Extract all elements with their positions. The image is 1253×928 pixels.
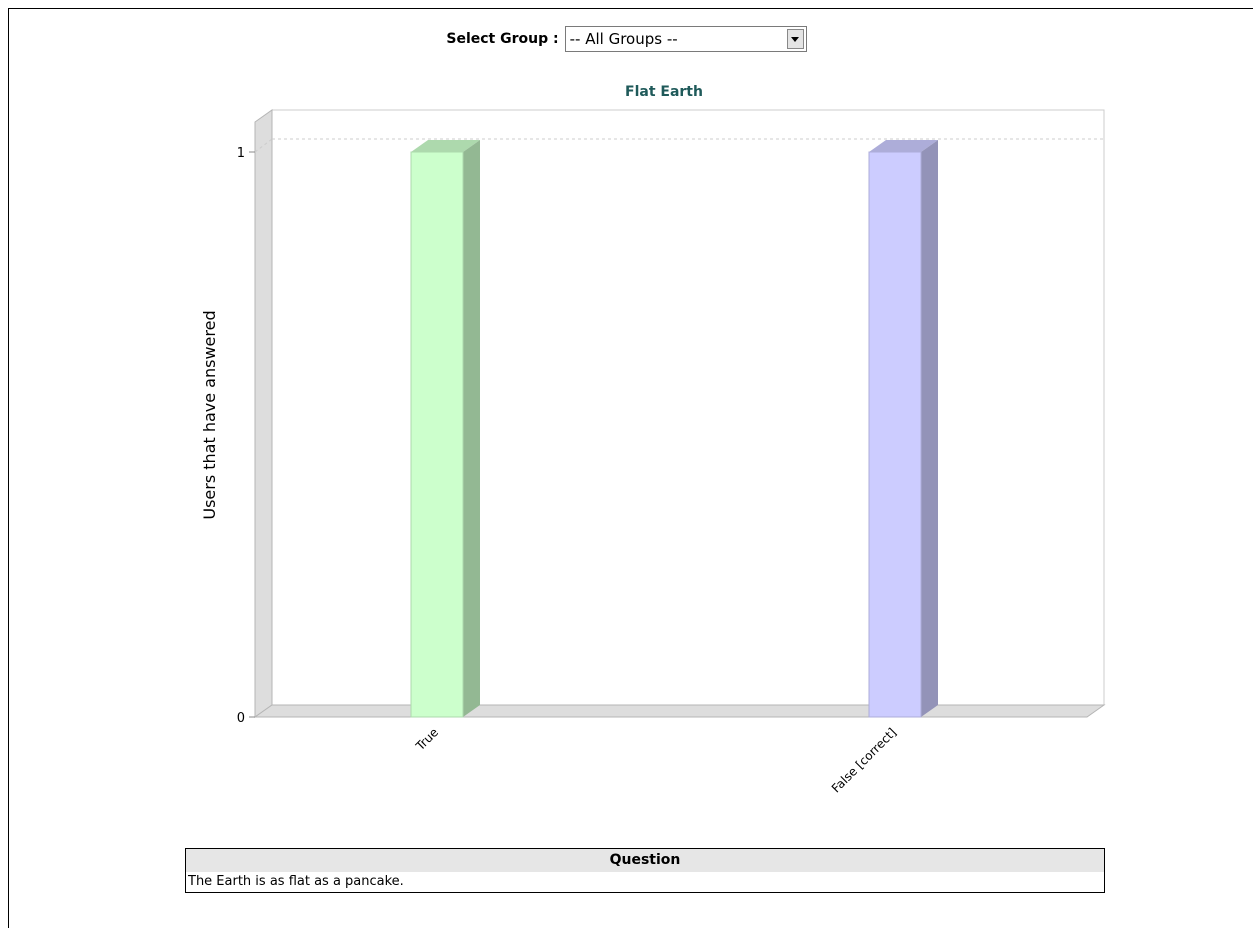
bar-0 xyxy=(410,151,464,718)
floor xyxy=(253,704,1106,718)
bar-chart: 0 1 Users that have answered Flat Earth True… xyxy=(200,84,1106,795)
bar-top xyxy=(869,140,938,152)
x-tick-label: False [correct] xyxy=(829,725,899,795)
left-wall xyxy=(254,109,273,718)
bar-side xyxy=(921,140,938,717)
group-select[interactable]: -- All Groups -- xyxy=(564,26,807,52)
y-tick-label: 0 xyxy=(237,711,245,726)
x-tick-label: True xyxy=(412,725,441,754)
y-tick-label: 1 xyxy=(237,146,245,161)
dropdown-button[interactable] xyxy=(786,29,804,49)
question-table-header: Question xyxy=(186,849,1104,872)
question-table: Question The Earth is as flat as a panca… xyxy=(185,848,1105,893)
group-select-value: -- All Groups -- xyxy=(569,30,678,48)
bar-top xyxy=(411,140,480,152)
group-filter: Select Group : -- All Groups -- xyxy=(0,26,1253,52)
plot-area xyxy=(271,109,1105,706)
y-axis-label: Users that have answered xyxy=(200,310,219,519)
question-text: The Earth is as flat as a pancake. xyxy=(188,874,404,889)
bar-side xyxy=(463,140,480,717)
select-group-label: Select Group : xyxy=(446,31,559,47)
chart-title: Flat Earth xyxy=(625,84,703,100)
bar-1 xyxy=(868,151,922,718)
chevron-down-icon xyxy=(791,36,800,42)
